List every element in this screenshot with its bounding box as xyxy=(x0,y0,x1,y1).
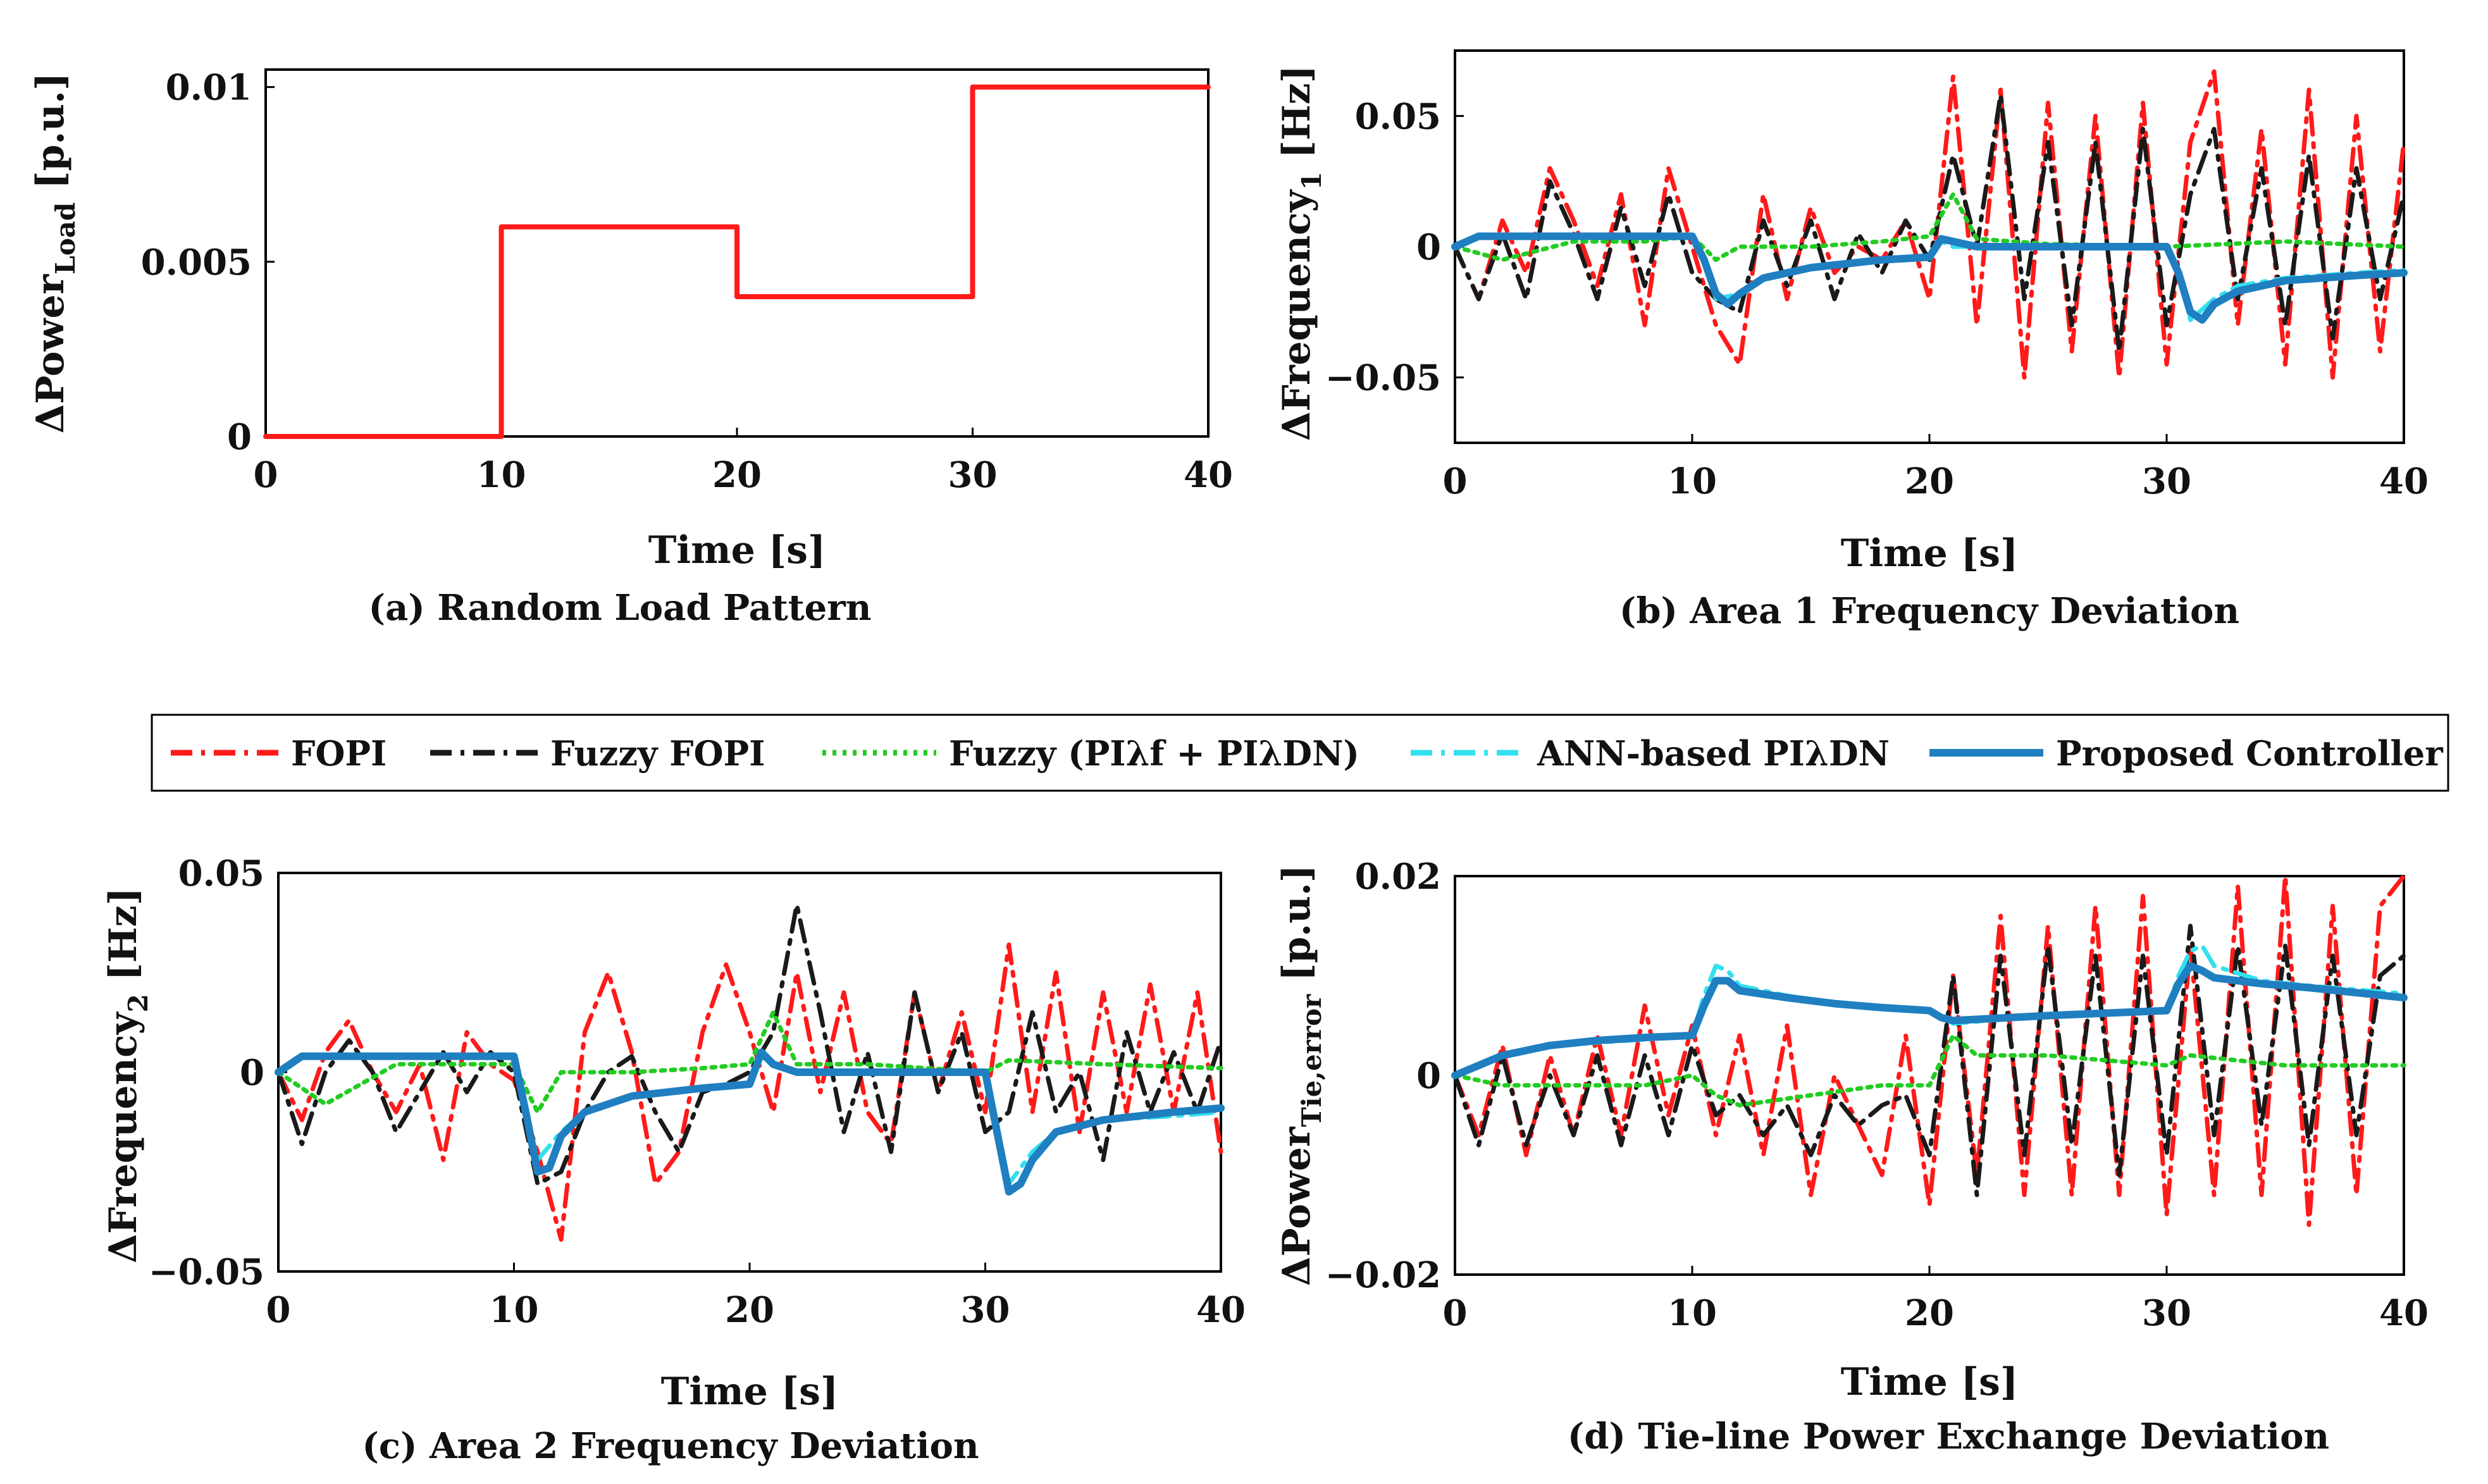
series-line-fuzzy-pi-f-pi-dn xyxy=(276,1010,1223,1115)
panel-caption: (c) Area 2 Frequency Deviation xyxy=(362,1425,979,1467)
y-tick-label: 0.05 xyxy=(1355,96,1441,137)
y-tick-label: 0.02 xyxy=(1355,856,1441,898)
legend-label: FOPI xyxy=(291,733,387,774)
x-tick-label: 10 xyxy=(1668,461,1717,502)
x-tick-label: 30 xyxy=(2142,461,2191,502)
y-tick-label: 0 xyxy=(240,1052,264,1094)
plot-frame xyxy=(1454,49,2405,444)
x-tick-label: 10 xyxy=(490,1289,539,1331)
y-tick-label: 0.01 xyxy=(166,67,252,109)
x-tick-label: 30 xyxy=(961,1289,1010,1331)
plot-frame xyxy=(1454,875,2405,1276)
y-tick-label: 0 xyxy=(1416,226,1441,268)
x-axis-label: Time [s] xyxy=(661,1370,839,1414)
x-tick-label: 40 xyxy=(1196,1289,1246,1331)
y-tick-label: −0.02 xyxy=(1325,1254,1441,1296)
x-tick-label: 30 xyxy=(948,454,998,496)
series-line-proposed-controller xyxy=(275,1048,1225,1196)
x-tick-label: 20 xyxy=(725,1289,774,1331)
x-tick-label: 40 xyxy=(2379,461,2429,502)
y-axis-label: ΔFrequency2 [Hz] xyxy=(101,887,154,1263)
panel-caption: (d) Tie-line Power Exchange Deviation xyxy=(1568,1416,2329,1457)
y-axis-label: ΔPowerLoad [p.u.] xyxy=(28,73,81,434)
series-line-fopi xyxy=(1452,874,2406,1227)
x-tick-label: 0 xyxy=(1443,461,1468,502)
y-tick-label: 0.005 xyxy=(141,242,252,283)
x-tick-label: 20 xyxy=(712,454,762,496)
y-tick-label: 0 xyxy=(1416,1055,1441,1097)
x-axis-label: Time [s] xyxy=(1841,1360,2019,1404)
x-tick-label: 40 xyxy=(2379,1292,2429,1334)
y-tick-label: 0 xyxy=(227,416,252,458)
legend-label: Proposed Controller xyxy=(2056,733,2443,774)
x-tick-label: 30 xyxy=(2142,1292,2191,1334)
x-tick-label: 0 xyxy=(1443,1292,1468,1334)
x-tick-label: 10 xyxy=(477,454,526,496)
panel-a-random-load: 0 10 20 30 40 0 0.005 0.01 Time [s] ΔPowerLoad … xyxy=(28,67,1233,629)
panel-caption: (b) Area 1 Frequency Deviation xyxy=(1619,590,2239,632)
x-tick-label: 0 xyxy=(266,1289,291,1331)
series-line-fuzzy-pi-f-pi-dn xyxy=(1452,1033,2406,1108)
x-tick-label: 20 xyxy=(1905,1292,1954,1334)
panel-b-area1-frequency: 0 10 20 30 40 −0.05 0 0.05 Time [s] ΔFrequency1… xyxy=(1275,49,2429,632)
legend-entry-proposed: Proposed Controller xyxy=(1929,733,2443,774)
y-tick-label: 0.05 xyxy=(178,853,264,894)
x-axis-label: Time [s] xyxy=(648,528,826,572)
legend: FOPI Fuzzy FOPI Fuzzy (PIλf + PIλDN) ANN… xyxy=(151,714,2449,792)
legend-entry-fopi: FOPI xyxy=(171,733,387,774)
legend-label: ANN-based PIλDN xyxy=(1537,733,1890,774)
y-axis-label: ΔFrequency1 [Hz] xyxy=(1275,65,1327,441)
x-tick-label: 0 xyxy=(254,454,278,496)
series-line-proposed-controller xyxy=(1451,232,2408,324)
series-line-fuzzy-fopi xyxy=(276,902,1223,1186)
legend-label: Fuzzy (PIλf + PIλDN) xyxy=(949,733,1359,774)
series-line-fuzzy-pi-f-pi-dn xyxy=(1452,192,2406,263)
series-line-load-step xyxy=(263,84,1211,439)
panel-caption: (a) Random Load Pattern xyxy=(369,587,872,629)
y-tick-label: −0.05 xyxy=(1325,357,1441,399)
x-tick-label: 20 xyxy=(1905,461,1954,502)
legend-entry-ann: ANN-based PIλDN xyxy=(1411,733,1890,774)
series-line-fopi xyxy=(276,942,1223,1242)
legend-entry-fuzzy-fopi: Fuzzy FOPI xyxy=(430,733,765,774)
series-line-fuzzy-fopi xyxy=(1452,924,2406,1197)
legend-label: Fuzzy FOPI xyxy=(550,733,765,774)
series-line-fopi xyxy=(1452,69,2406,380)
x-axis-label: Time [s] xyxy=(1841,531,2019,576)
y-axis-label: ΔPowerTie,error [p.u.] xyxy=(1275,865,1327,1286)
series-line-proposed-controller xyxy=(1451,962,2408,1079)
x-tick-label: 10 xyxy=(1668,1292,1717,1334)
x-tick-label: 40 xyxy=(1184,454,1233,496)
legend-entry-fuzzy-pi: Fuzzy (PIλf + PIλDN) xyxy=(822,733,1359,774)
y-tick-label: −0.05 xyxy=(149,1251,264,1293)
